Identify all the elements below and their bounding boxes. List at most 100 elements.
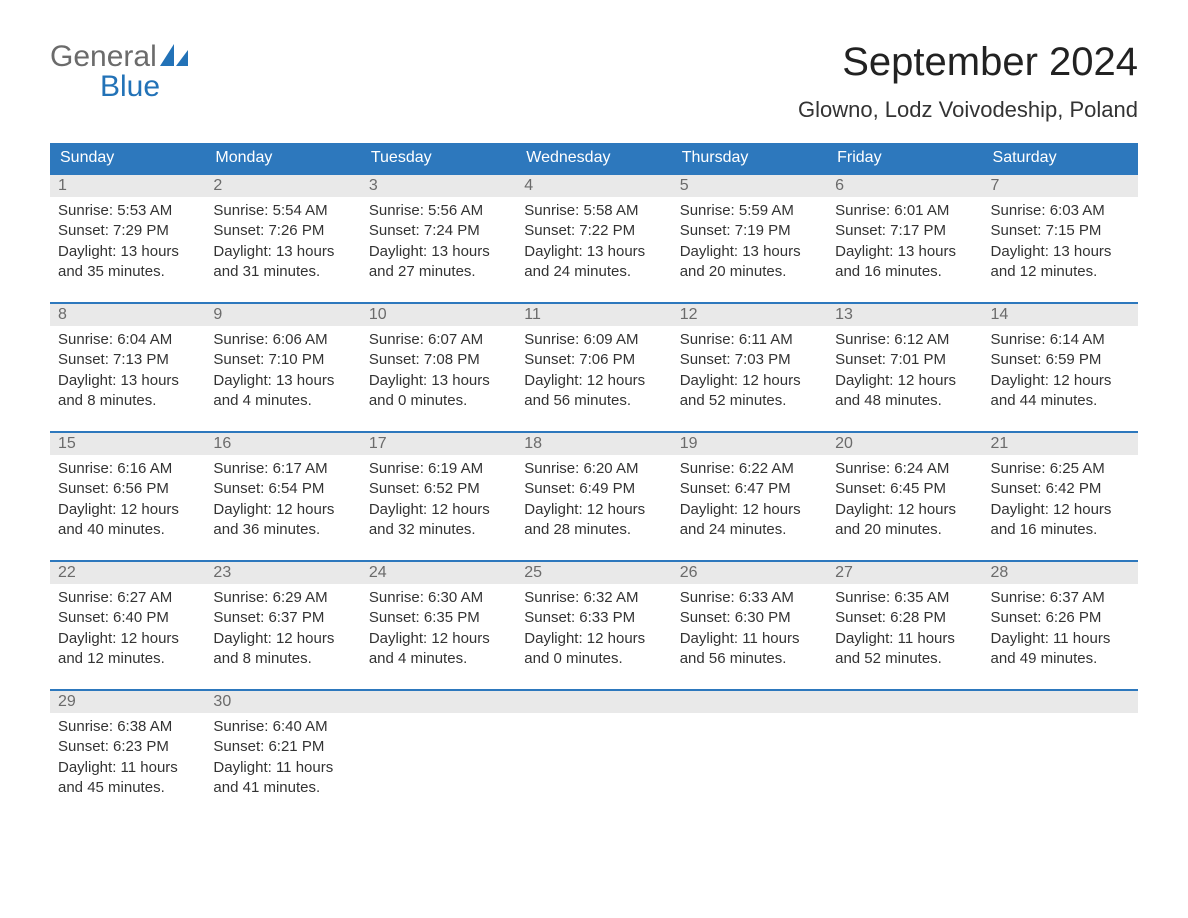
day-cell-num: 29 (50, 690, 205, 713)
day-sunrise: Sunrise: 5:54 AM (213, 201, 352, 221)
day-dl1: Daylight: 12 hours (524, 629, 663, 649)
day-sunrise: Sunrise: 6:27 AM (58, 588, 197, 608)
day-cell-num (983, 690, 1138, 713)
title-block: September 2024 Glowno, Lodz Voivodeship,… (798, 40, 1138, 123)
day-sunrise: Sunrise: 6:11 AM (680, 330, 819, 350)
day-dl2: and 24 minutes. (680, 520, 819, 540)
day-number: 6 (827, 175, 982, 197)
col-thursday: Thursday (672, 143, 827, 174)
day-number: 25 (516, 562, 671, 584)
day-dl1: Daylight: 12 hours (680, 371, 819, 391)
day-details: Sunrise: 6:03 AMSunset: 7:15 PMDaylight:… (983, 197, 1138, 302)
day-dl2: and 0 minutes. (524, 649, 663, 669)
day-dl1: Daylight: 12 hours (213, 500, 352, 520)
header-row: Sunday Monday Tuesday Wednesday Thursday… (50, 143, 1138, 174)
day-sunrise: Sunrise: 6:03 AM (991, 201, 1130, 221)
day-sunset: Sunset: 6:47 PM (680, 479, 819, 499)
day-cell-data: Sunrise: 6:29 AMSunset: 6:37 PMDaylight:… (205, 584, 360, 690)
day-sunset: Sunset: 6:40 PM (58, 608, 197, 628)
day-sunrise: Sunrise: 6:07 AM (369, 330, 508, 350)
logo-text-1: General (50, 40, 157, 74)
day-dl2: and 52 minutes. (835, 649, 974, 669)
day-dl2: and 0 minutes. (369, 391, 508, 411)
day-dl1: Daylight: 13 hours (58, 371, 197, 391)
day-number: 11 (516, 304, 671, 326)
month-title: September 2024 (798, 40, 1138, 85)
col-saturday: Saturday (983, 143, 1138, 174)
day-sunset: Sunset: 7:10 PM (213, 350, 352, 370)
day-details: Sunrise: 6:12 AMSunset: 7:01 PMDaylight:… (827, 326, 982, 431)
day-cell-data: Sunrise: 6:38 AMSunset: 6:23 PMDaylight:… (50, 713, 205, 818)
day-details: Sunrise: 6:25 AMSunset: 6:42 PMDaylight:… (983, 455, 1138, 560)
day-number: 13 (827, 304, 982, 326)
day-number: 30 (205, 691, 360, 713)
day-dl2: and 48 minutes. (835, 391, 974, 411)
day-dl2: and 16 minutes. (835, 262, 974, 282)
col-wednesday: Wednesday (516, 143, 671, 174)
day-cell-data (516, 713, 671, 818)
day-dl1: Daylight: 12 hours (213, 629, 352, 649)
day-sunrise: Sunrise: 6:12 AM (835, 330, 974, 350)
day-dl2: and 35 minutes. (58, 262, 197, 282)
daynum-row: 22232425262728 (50, 561, 1138, 584)
day-dl1: Daylight: 13 hours (369, 242, 508, 262)
day-cell-num: 3 (361, 174, 516, 197)
day-details: Sunrise: 5:53 AMSunset: 7:29 PMDaylight:… (50, 197, 205, 302)
day-details: Sunrise: 5:59 AMSunset: 7:19 PMDaylight:… (672, 197, 827, 302)
day-cell-data: Sunrise: 6:22 AMSunset: 6:47 PMDaylight:… (672, 455, 827, 561)
day-dl2: and 31 minutes. (213, 262, 352, 282)
day-number: 23 (205, 562, 360, 584)
day-dl1: Daylight: 13 hours (213, 242, 352, 262)
day-cell-num (516, 690, 671, 713)
day-sunset: Sunset: 7:03 PM (680, 350, 819, 370)
day-sunrise: Sunrise: 6:29 AM (213, 588, 352, 608)
day-dl1: Daylight: 13 hours (680, 242, 819, 262)
day-number: 16 (205, 433, 360, 455)
day-sunset: Sunset: 6:23 PM (58, 737, 197, 757)
day-details: Sunrise: 6:09 AMSunset: 7:06 PMDaylight:… (516, 326, 671, 431)
day-cell-num: 24 (361, 561, 516, 584)
day-sunrise: Sunrise: 6:14 AM (991, 330, 1130, 350)
day-sunrise: Sunrise: 6:38 AM (58, 717, 197, 737)
day-cell-data: Sunrise: 6:14 AMSunset: 6:59 PMDaylight:… (983, 326, 1138, 432)
day-cell-data: Sunrise: 6:03 AMSunset: 7:15 PMDaylight:… (983, 197, 1138, 303)
day-cell-data (983, 713, 1138, 818)
daydata-row: Sunrise: 6:27 AMSunset: 6:40 PM Daylight:… (50, 584, 1138, 690)
day-sunset: Sunset: 7:17 PM (835, 221, 974, 241)
day-number: 29 (50, 691, 205, 713)
day-number: 2 (205, 175, 360, 197)
day-details: Sunrise: 6:22 AMSunset: 6:47 PMDaylight:… (672, 455, 827, 560)
day-cell-data: Sunrise: 6:30 AMSunset: 6:35 PMDaylight:… (361, 584, 516, 690)
day-dl2: and 27 minutes. (369, 262, 508, 282)
day-dl1: Daylight: 12 hours (58, 500, 197, 520)
day-number: 14 (983, 304, 1138, 326)
day-sunset: Sunset: 7:08 PM (369, 350, 508, 370)
day-sunset: Sunset: 7:29 PM (58, 221, 197, 241)
day-cell-data: Sunrise: 6:40 AMSunset: 6:21 PMDaylight:… (205, 713, 360, 818)
day-sunrise: Sunrise: 6:37 AM (991, 588, 1130, 608)
day-details: Sunrise: 6:04 AMSunset: 7:13 PMDaylight:… (50, 326, 205, 431)
day-cell-num: 12 (672, 303, 827, 326)
day-details: Sunrise: 6:17 AMSunset: 6:54 PMDaylight:… (205, 455, 360, 560)
day-dl2: and 16 minutes. (991, 520, 1130, 540)
day-cell-data: Sunrise: 6:07 AMSunset: 7:08 PMDaylight:… (361, 326, 516, 432)
day-details: Sunrise: 6:16 AMSunset: 6:56 PMDaylight:… (50, 455, 205, 560)
day-dl2: and 32 minutes. (369, 520, 508, 540)
day-cell-num: 23 (205, 561, 360, 584)
calendar-table: Sunday Monday Tuesday Wednesday Thursday… (50, 143, 1138, 818)
day-sunrise: Sunrise: 5:56 AM (369, 201, 508, 221)
day-details: Sunrise: 5:58 AMSunset: 7:22 PMDaylight:… (516, 197, 671, 302)
day-cell-data: Sunrise: 6:35 AMSunset: 6:28 PMDaylight:… (827, 584, 982, 690)
day-number: 9 (205, 304, 360, 326)
day-dl1: Daylight: 12 hours (991, 371, 1130, 391)
day-dl2: and 44 minutes. (991, 391, 1130, 411)
day-sunrise: Sunrise: 6:25 AM (991, 459, 1130, 479)
day-sunset: Sunset: 6:52 PM (369, 479, 508, 499)
day-number: 4 (516, 175, 671, 197)
daydata-row: Sunrise: 6:04 AMSunset: 7:13 PMDaylight:… (50, 326, 1138, 432)
day-cell-num: 5 (672, 174, 827, 197)
day-cell-data: Sunrise: 6:37 AMSunset: 6:26 PMDaylight:… (983, 584, 1138, 690)
day-dl1: Daylight: 12 hours (369, 500, 508, 520)
day-sunrise: Sunrise: 5:59 AM (680, 201, 819, 221)
col-tuesday: Tuesday (361, 143, 516, 174)
